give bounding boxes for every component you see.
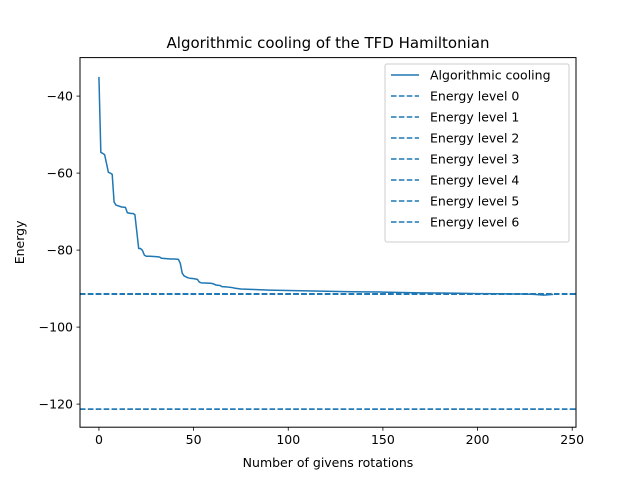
x-tick-label: 250 xyxy=(560,432,584,447)
legend: Algorithmic cooling Energy level 0 Energy … xyxy=(384,63,570,243)
legend-label: Energy level 4 xyxy=(430,173,519,188)
algorithmic-cooling-line xyxy=(98,76,554,296)
x-tick-label: 100 xyxy=(276,432,300,447)
legend-label: Energy level 1 xyxy=(430,110,519,125)
y-axis-label: Energy xyxy=(12,220,27,264)
x-tick-label: 50 xyxy=(186,432,202,447)
axes-frame xyxy=(79,57,577,428)
legend-label: Energy level 5 xyxy=(430,194,519,209)
y-tick-label: −80 xyxy=(47,243,73,258)
y-tick-label: −60 xyxy=(47,166,73,181)
x-tick-label: 200 xyxy=(466,432,490,447)
legend-label: Energy level 2 xyxy=(430,131,519,146)
legend-label: Algorithmic cooling xyxy=(430,68,551,83)
legend-label: Energy level 0 xyxy=(430,89,519,104)
legend-label: Energy level 3 xyxy=(430,152,519,167)
legend-label: Energy level 6 xyxy=(430,215,519,230)
y-tick-label: −40 xyxy=(47,89,73,104)
x-axis-ticks: 0 50 100 150 200 250 xyxy=(95,427,584,447)
y-tick-label: −120 xyxy=(39,397,73,412)
legend-box xyxy=(384,63,570,243)
y-tick-label: −100 xyxy=(39,320,73,335)
chart-title: Algorithmic cooling of the TFD Hamiltoni… xyxy=(167,34,490,52)
y-axis-ticks: −40 −60 −80 −100 −120 xyxy=(39,89,80,412)
cooling-curve-layer xyxy=(98,76,554,296)
x-axis-label: Number of givens rotations xyxy=(243,455,414,470)
x-tick-label: 0 xyxy=(95,432,103,447)
x-tick-label: 150 xyxy=(371,432,395,447)
